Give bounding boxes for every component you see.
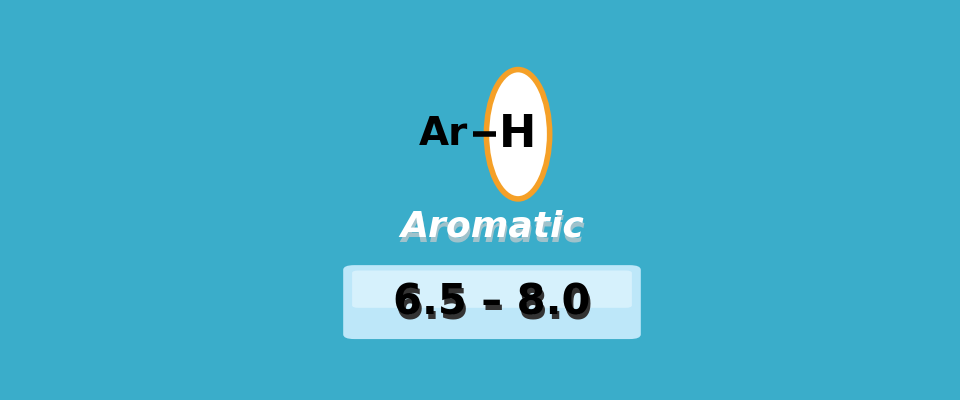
FancyBboxPatch shape (352, 270, 632, 308)
Text: Ar: Ar (419, 115, 468, 153)
Text: Aromatic: Aromatic (400, 210, 584, 244)
Text: H: H (499, 113, 537, 156)
Text: 6.5 – 8.0: 6.5 – 8.0 (394, 281, 590, 323)
Ellipse shape (487, 70, 550, 199)
FancyBboxPatch shape (344, 265, 641, 339)
Text: 6.5 – 8.0: 6.5 – 8.0 (396, 287, 593, 329)
Text: Aromatic: Aromatic (401, 214, 586, 248)
